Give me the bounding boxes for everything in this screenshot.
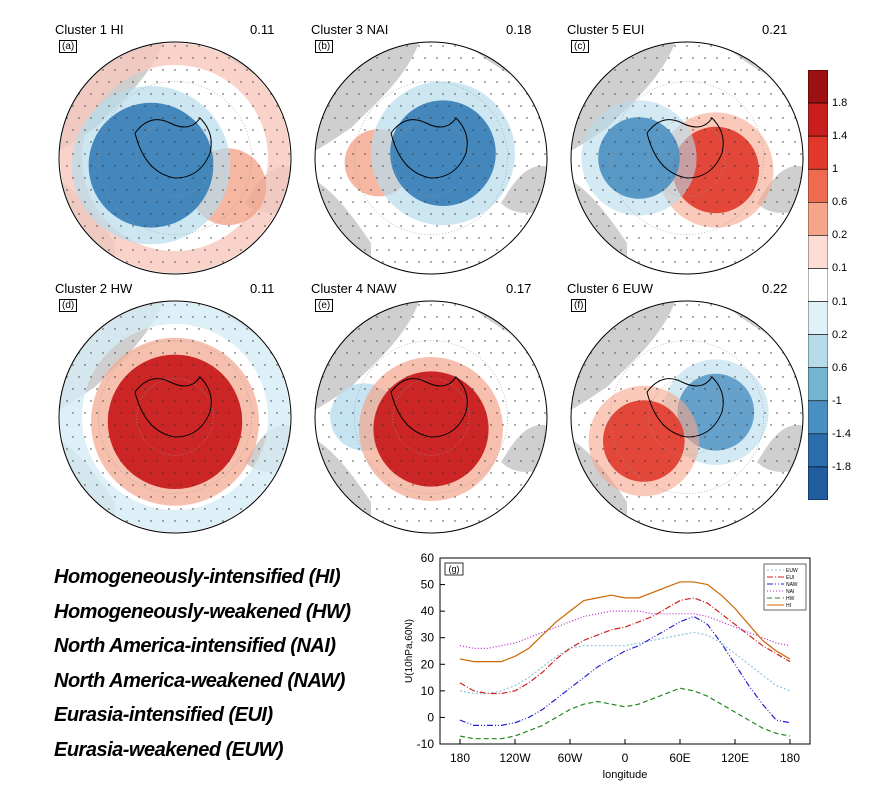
panel-title: Cluster 6 EUW	[567, 281, 653, 296]
colorbar-label: 0.1	[832, 262, 848, 275]
colorbar-label: 1	[832, 163, 839, 176]
colorbar-segment	[808, 301, 828, 335]
colorbar-segment	[808, 70, 828, 104]
panel-label: (b)	[315, 40, 334, 53]
legend-line-nai: North America-intensified (NAI)	[54, 635, 336, 657]
colorbar-segment	[808, 334, 828, 368]
panel-label: (e)	[315, 299, 334, 312]
panel-label-box	[444, 562, 464, 576]
colorbar-label: -1.4	[832, 427, 851, 440]
panel-value: 0.18	[506, 22, 532, 37]
series-line-hi	[459, 581, 791, 663]
colorbar-segment	[808, 400, 828, 435]
legend-line-eui: Eurasia-intensified (EUI)	[54, 704, 273, 726]
y-tick-label: 20	[421, 657, 435, 671]
y-tick-label: 30	[421, 631, 435, 645]
colorbar	[808, 70, 828, 500]
colorbar-segment	[808, 466, 828, 500]
legend-line-hw: Homogeneously-weakened (HW)	[54, 600, 351, 623]
polar-map	[570, 41, 804, 275]
colorbar-label: 0.6	[832, 361, 848, 374]
y-tick-label: 10	[421, 684, 435, 698]
colorbar-segment	[808, 268, 828, 302]
legend-entry: NAW	[786, 582, 798, 588]
colorbar-segment	[808, 102, 828, 137]
legend-entry: HI	[786, 603, 791, 609]
panel-value: 0.11	[250, 22, 275, 37]
legend-entry: EUI	[786, 575, 794, 581]
colorbar-label: -1	[832, 394, 842, 407]
legend-entry: NAI	[786, 589, 794, 595]
x-tick-label: 180	[780, 751, 800, 765]
panel-value: 0.11	[250, 281, 275, 296]
y-tick-label: 60	[421, 551, 435, 565]
line-chart: -10 0 10 20 30 40 50 60 180 120W 60W 0 60E 120E 180 lon…	[404, 551, 811, 781]
y-tick-label: 40	[421, 604, 435, 618]
polar-map	[314, 41, 548, 275]
legend-line-hi: Homogeneously-intensified (HI)	[54, 566, 341, 588]
colorbar-segment	[808, 235, 828, 269]
colorbar-label: 0.1	[832, 295, 848, 308]
colorbar-labels: 1.8 1.4 1 0.6 0.2 0.1 0.1 0.2 0.6 -1 -1.4 -1.8	[832, 70, 872, 500]
y-axis-label: U(10hPa,60N)	[404, 619, 415, 683]
plot-frame	[439, 557, 811, 745]
legend-entry: EUW	[786, 568, 798, 574]
legend-line-naw: North America-weakened (NAW)	[54, 669, 345, 692]
chart-legend	[763, 563, 807, 611]
x-tick-label: 60E	[669, 751, 690, 765]
polar-map	[570, 300, 804, 534]
panel-value: 0.21	[762, 22, 788, 37]
x-tick-label: 120E	[721, 751, 749, 765]
polar-map	[314, 300, 548, 534]
y-tick-label: -10	[417, 737, 435, 751]
legend-entry: HW	[786, 596, 795, 602]
x-axis-label: longitude	[603, 769, 648, 781]
polar-map	[58, 300, 292, 534]
panel-label: (f)	[571, 299, 587, 312]
legend-line-euw: Eurasia-weakened (EUW)	[54, 738, 284, 761]
panel-value: 0.22	[762, 281, 788, 296]
colorbar-segment	[808, 367, 828, 402]
panel-label: (c)	[571, 40, 589, 53]
panel-title: Cluster 5 EUI	[567, 22, 645, 37]
x-tick-label: 0	[622, 751, 629, 765]
panel-label: (g)	[449, 564, 460, 574]
series-line-euw	[459, 631, 791, 695]
colorbar-label: 0.2	[832, 328, 848, 341]
series-line-naw	[459, 615, 791, 726]
panel-label: (d)	[59, 299, 78, 312]
series-line-eui	[459, 597, 791, 695]
x-tick-label: 180	[450, 751, 470, 765]
colorbar-segment	[808, 168, 828, 203]
colorbar-label: 0.2	[832, 229, 848, 242]
panel-title: Cluster 1 HI	[55, 22, 124, 37]
series-line-hw	[459, 687, 791, 740]
cluster-legend: Homogeneously-intensified (HI) Homogeneo…	[54, 560, 351, 767]
panel-title: Cluster 3 NAI	[311, 22, 389, 37]
colorbar-label: 0.6	[832, 196, 848, 209]
polar-map	[58, 41, 292, 275]
colorbar-segment	[808, 202, 828, 236]
colorbar-label: -1.8	[832, 460, 851, 473]
colorbar-label: 1.4	[832, 130, 848, 143]
colorbar-label: 1.8	[832, 97, 848, 110]
x-tick-label: 120W	[499, 751, 531, 765]
y-tick-label: 50	[421, 578, 435, 592]
panel-label: (a)	[59, 40, 78, 53]
colorbar-segment	[808, 135, 828, 170]
y-tick-label: 0	[427, 710, 434, 724]
panel-title: Cluster 2 HW	[55, 281, 133, 296]
series-line-nai	[459, 610, 791, 649]
x-tick-label: 60W	[558, 751, 583, 765]
panel-value: 0.17	[506, 281, 532, 296]
colorbar-segment	[808, 433, 828, 468]
panel-title: Cluster 4 NAW	[311, 281, 397, 296]
